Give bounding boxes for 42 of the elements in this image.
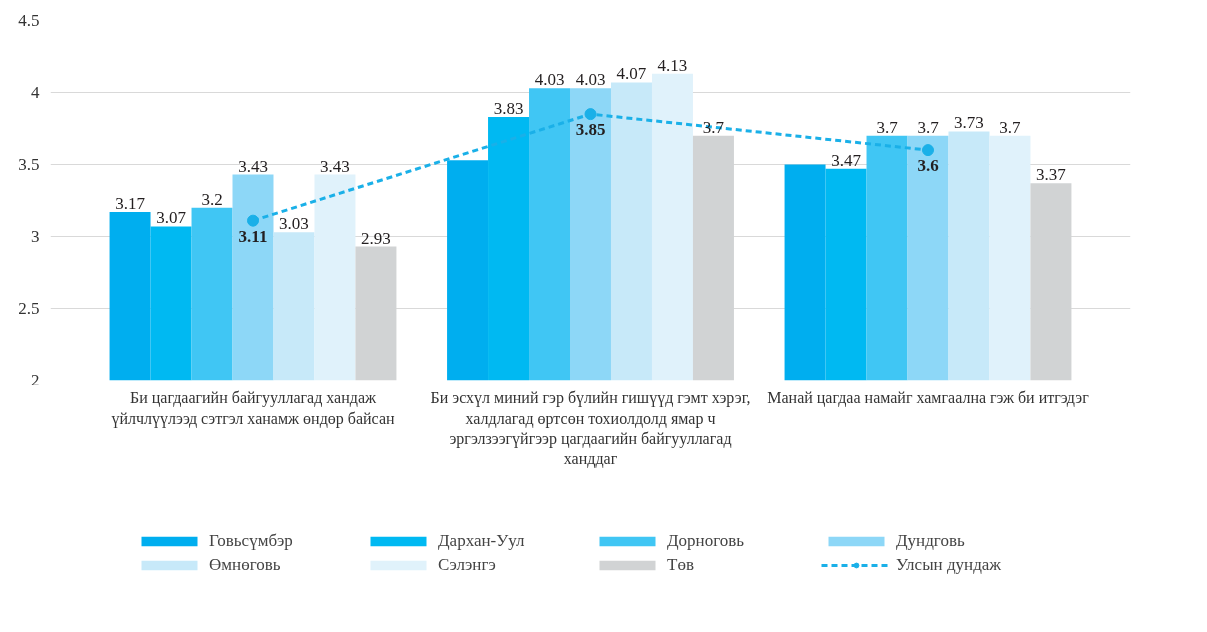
data-label: 3.7 [702,117,725,137]
data-label: 3.17 [115,194,146,214]
legend-label: Говьсүмбэр [209,531,294,551]
legend-label: Дундговь [896,531,966,551]
y-tick-label: 3 [31,227,40,246]
y-tick-label: 2.5 [18,299,40,318]
data-label: 3.07 [156,208,187,228]
data-label: 3.73 [954,113,984,133]
point [584,108,597,121]
data-label: 3.85 [575,120,606,140]
data-label: 3.43 [238,156,268,176]
x-tick-label: Манай цагдаа намайг хамгаална гэж би итгэдэг [767,389,1090,408]
x-tick-label: Би эсхүл миний гэр бүлийн гишүүд гэмт хэрэг, халдлагад өртсөн тохиолдолд ямар ч эргэлзээгүйгээр цагдаагийн байгууллагад ханддаг [430,389,751,469]
data-label: 2.93 [361,228,391,248]
data-label: 3.6 [917,156,939,176]
data-label: 4.07 [616,64,647,84]
data-label: 3.37 [1036,165,1067,185]
y-tick-label: 3.5 [18,155,40,174]
y-tick-label: 4 [31,83,40,102]
legend-label: Өмнөговь [209,555,282,575]
legend-label: Дархан-Уул [438,531,526,551]
y-tick-label: 4.5 [18,11,40,30]
point [247,214,259,227]
legend-label: Сэлэнгэ [438,555,497,575]
data-label: 3.7 [917,117,940,137]
data-label: 3.11 [238,226,268,246]
data-label: 4.03 [534,70,565,90]
data-label: 3.2 [201,189,223,209]
data-label: 3.43 [320,156,350,176]
legend-label: Дорноговь [667,531,746,551]
data-label: 3.83 [493,98,524,118]
data-label: 3.7 [876,117,899,137]
x-tick-label: Би цагдаагийн байгууллагад хандаж үйлчлүүлээд сэтгэл ханамж өндөр байсан [111,389,395,428]
data-label: 3.03 [279,214,309,234]
data-label: 4.03 [575,70,606,90]
legend-label: Улсын дундаж [896,555,1003,575]
y-tick-label: 2 [31,370,40,390]
data-label: 3.47 [831,150,862,170]
point [922,144,934,157]
data-label: 4.13 [657,55,688,75]
legend-label: Төв [667,555,695,575]
data-label: 3.7 [999,117,1022,137]
